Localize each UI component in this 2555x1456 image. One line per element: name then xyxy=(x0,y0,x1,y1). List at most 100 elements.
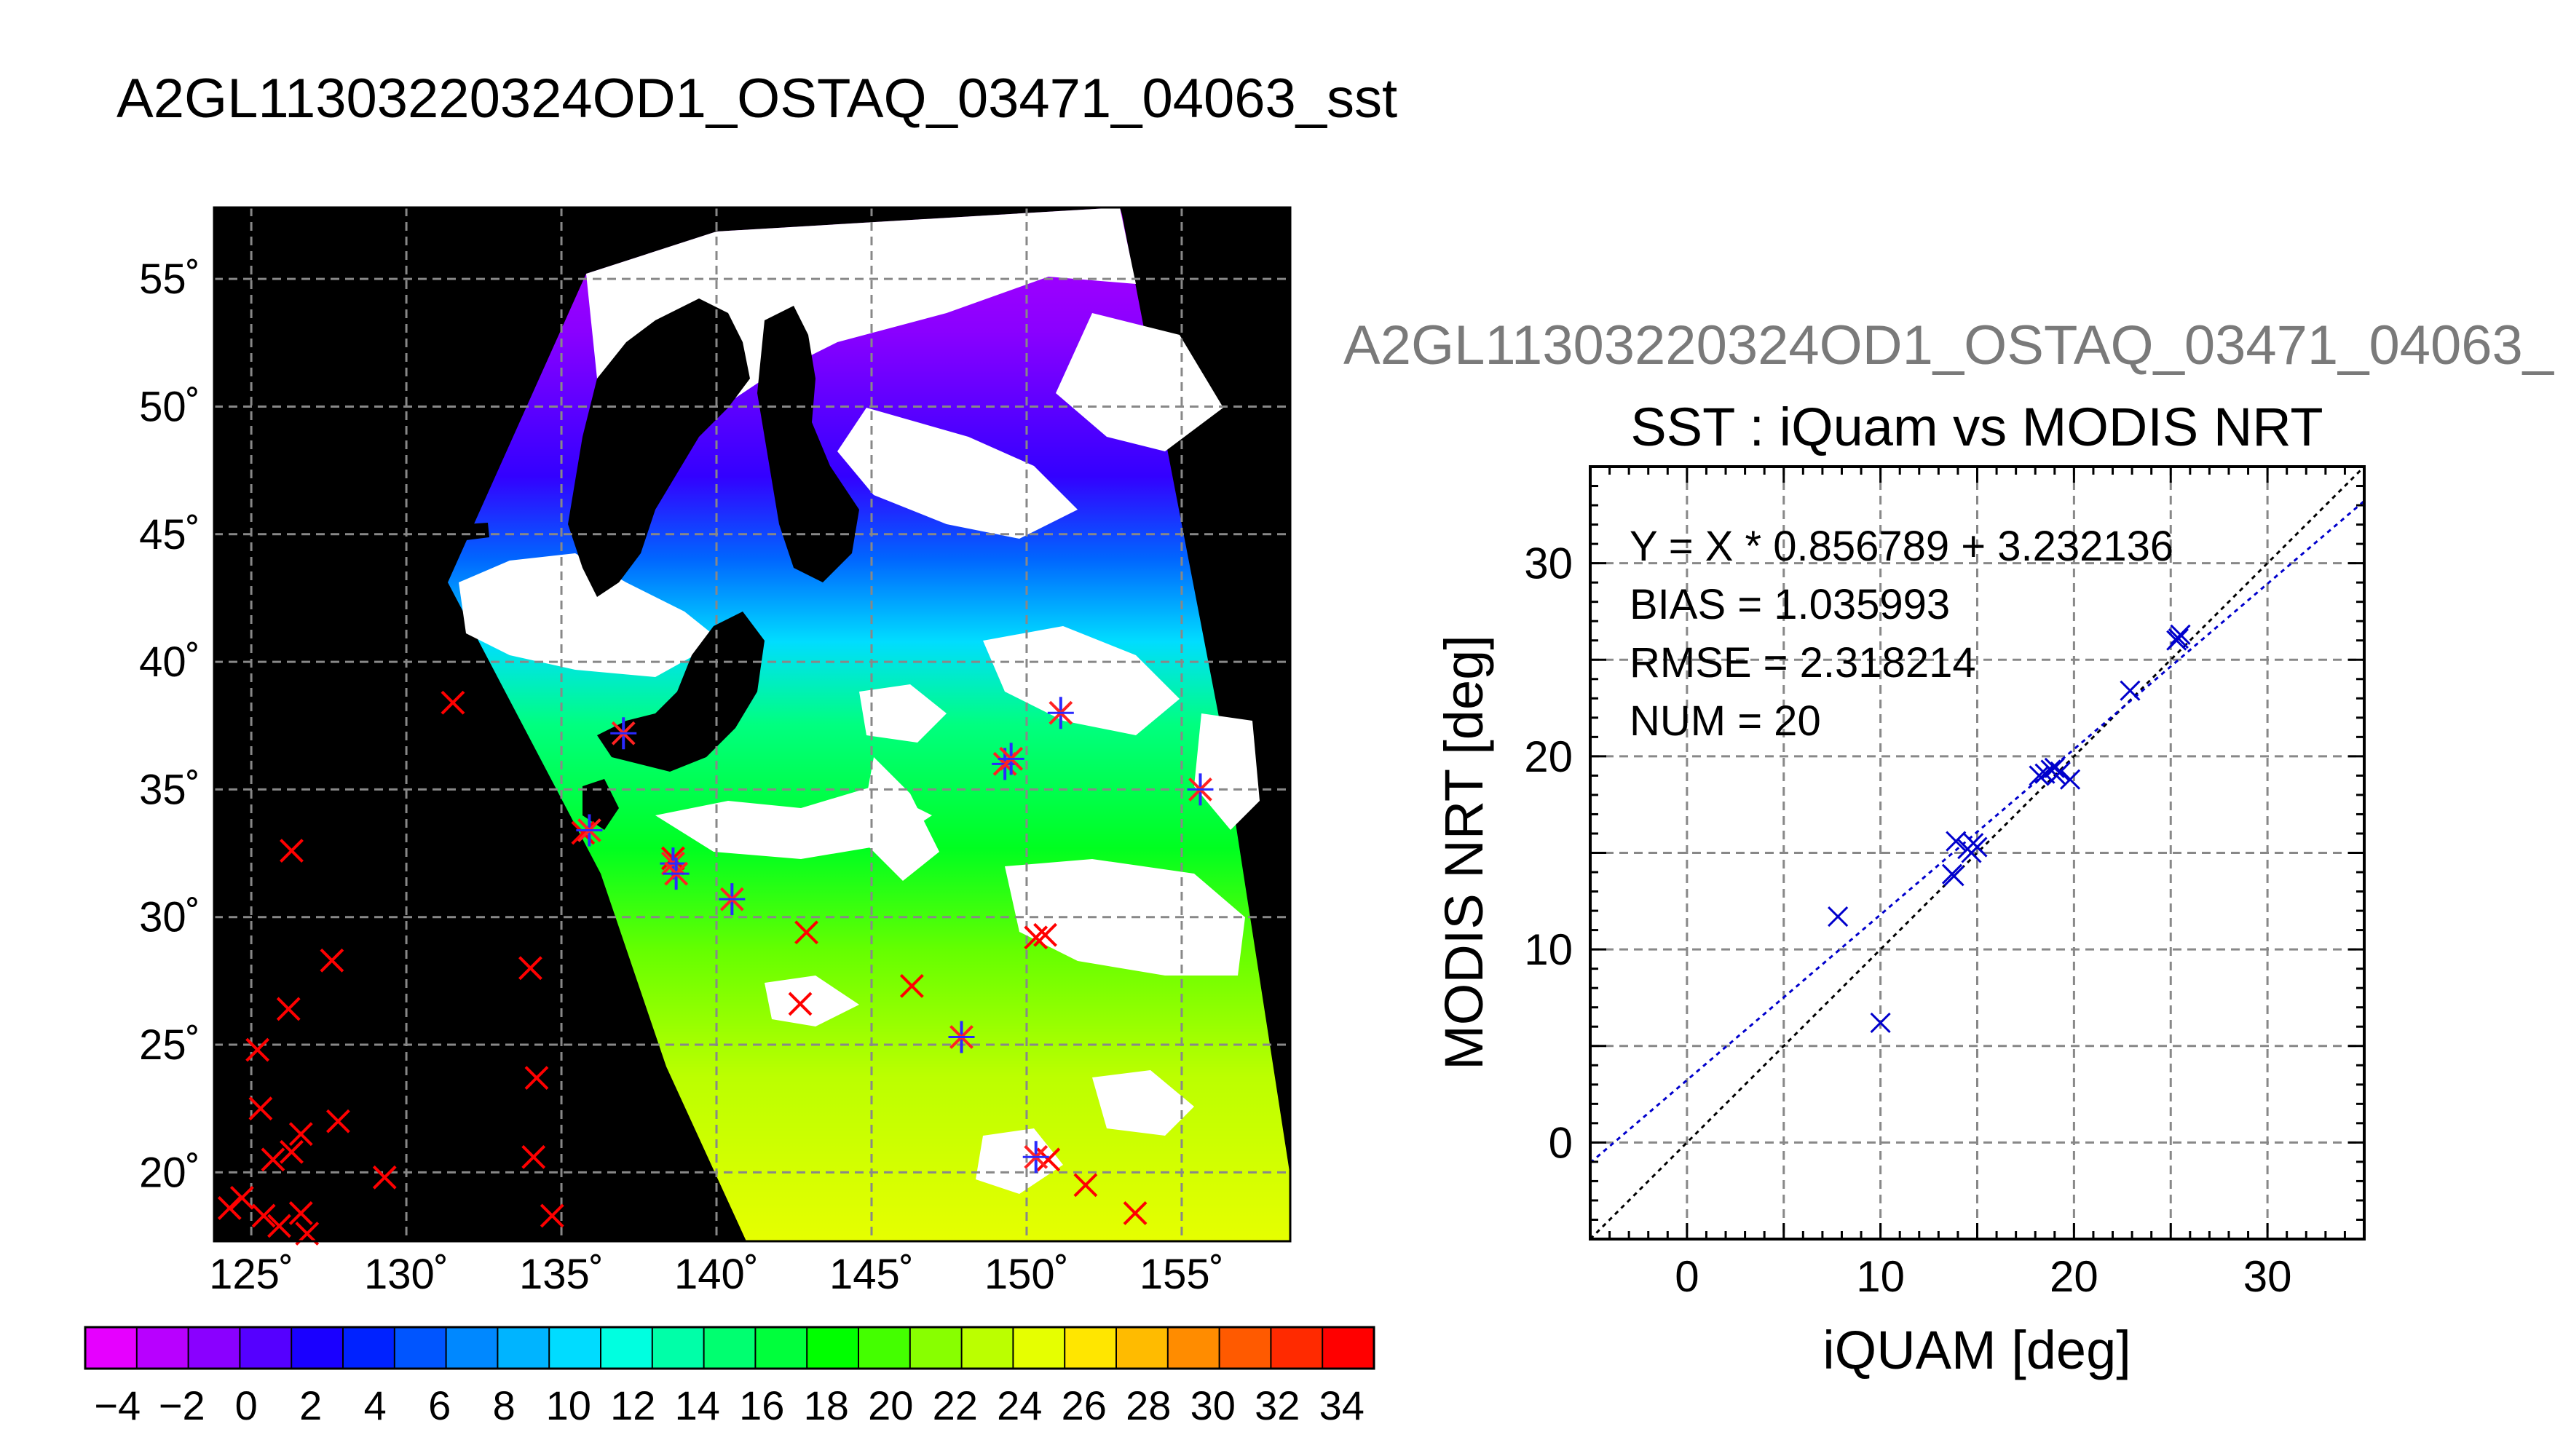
scatter-point xyxy=(1828,906,1849,927)
buoy-marker xyxy=(245,1037,270,1062)
scatter-point xyxy=(1946,831,1967,852)
colorbar-tick-label: 26 xyxy=(1062,1382,1107,1428)
scatter-point xyxy=(2120,680,2141,701)
annotation-bias: BIAS = 1.035993 xyxy=(1630,581,1950,628)
colorbar-tick-label: 6 xyxy=(428,1382,451,1428)
x-tick-label: 10 xyxy=(1856,1252,1905,1301)
buoy-marker xyxy=(320,948,344,973)
colorbar-tick-label: 2 xyxy=(299,1382,322,1428)
colorbar-tick-label: −2 xyxy=(159,1382,205,1428)
colorbar-segment xyxy=(343,1327,395,1369)
buoy-marker xyxy=(441,690,465,715)
scatter-grid xyxy=(1590,467,2364,1239)
lat-tick-label: 40˚ xyxy=(139,638,200,686)
regression-line xyxy=(1590,500,2364,1164)
lon-tick-label: 150˚ xyxy=(984,1251,1069,1298)
colorbar-tick-label: 12 xyxy=(610,1382,655,1428)
scatter-title: SST : iQuam vs MODIS NRT xyxy=(1630,397,2323,457)
lat-tick-label: 45˚ xyxy=(139,511,200,558)
buoy-marker xyxy=(248,1096,273,1121)
matchup-marker xyxy=(576,814,603,847)
scatter-ticks xyxy=(1589,465,2366,1241)
colorbar-segment xyxy=(1167,1327,1220,1369)
lon-tick-label: 130˚ xyxy=(364,1251,449,1298)
colorbar-segment xyxy=(755,1327,807,1369)
matchup-marker xyxy=(998,743,1024,775)
colorbar-segment xyxy=(446,1327,498,1369)
buoy-marker xyxy=(217,1196,242,1220)
colorbar-segment xyxy=(858,1327,911,1369)
lon-tick-label: 155˚ xyxy=(1140,1251,1224,1298)
scatter-point xyxy=(2059,769,2081,790)
x-axis-label: iQUAM [deg] xyxy=(1823,1320,2131,1380)
buoy-marker xyxy=(1024,925,1049,950)
longitude-tick-labels: 125˚ 130˚ 135˚ 140˚ 145˚ 150˚ 155˚ xyxy=(209,1251,1224,1298)
buoy-marker xyxy=(524,1066,549,1091)
lat-tick-label: 50˚ xyxy=(139,383,200,430)
y-axis-label: MODIS NRT [deg] xyxy=(1434,635,1494,1070)
x-tick-label: 0 xyxy=(1675,1252,1699,1301)
buoy-marker xyxy=(280,839,304,863)
colorbar-tick-labels: −4 −2 0 2 4 6 8 10 12 14 16 18 20 22 24 26 28 30 32 34 xyxy=(94,1382,1365,1428)
colorbar-segment xyxy=(961,1327,1014,1369)
y-tick-label: 30 xyxy=(1524,539,1573,588)
lat-tick-label: 30˚ xyxy=(139,894,200,941)
buoy-marker xyxy=(521,1144,546,1169)
colorbar-segment xyxy=(497,1327,550,1369)
colorbar-segment xyxy=(807,1327,859,1369)
lon-tick-label: 140˚ xyxy=(674,1251,759,1298)
colorbar-tick-label: 8 xyxy=(493,1382,516,1428)
lon-tick-label: 135˚ xyxy=(519,1251,604,1298)
colorbar-segment xyxy=(1219,1327,1271,1369)
colorbar-segment xyxy=(291,1327,344,1369)
matchup-marker xyxy=(663,858,690,890)
y-tick-label: 10 xyxy=(1524,925,1573,974)
matchup-marker xyxy=(1047,697,1074,729)
colorbar-tick-label: −4 xyxy=(94,1382,141,1428)
matchup-marker xyxy=(610,717,637,750)
colorbar-tick-label: 16 xyxy=(739,1382,784,1428)
main-title: A2GL11303220324OD1_OSTAQ_03471_04063_sst xyxy=(117,68,1398,130)
colorbar-tick-label: 30 xyxy=(1190,1382,1236,1428)
matchup-marker xyxy=(1022,1141,1049,1174)
colorbar-tick-label: 10 xyxy=(546,1382,591,1428)
y-tick-label: 20 xyxy=(1524,732,1573,781)
buoy-marker xyxy=(261,1147,285,1172)
latitude-tick-labels: 20˚ 25˚ 30˚ 35˚ 40˚ 45˚ 50˚ 55˚ xyxy=(139,256,200,1196)
colorbar-segment xyxy=(1013,1327,1065,1369)
scatter-point xyxy=(2044,757,2065,778)
colorbar-tick-label: 28 xyxy=(1126,1382,1171,1428)
colorbar-tick-label: 14 xyxy=(675,1382,720,1428)
buoy-marker xyxy=(1033,922,1057,947)
colorbar-segment xyxy=(85,1327,138,1369)
colorbar-segment xyxy=(136,1327,189,1369)
buoy-marker xyxy=(288,1201,313,1225)
buoy-marker xyxy=(229,1185,254,1210)
y-tick-label: 0 xyxy=(1549,1118,1573,1167)
scatter-point xyxy=(2046,765,2067,786)
colorbar-segment xyxy=(652,1327,705,1369)
buoy-marker xyxy=(899,973,924,998)
colorbar-segment xyxy=(1065,1327,1117,1369)
annotation-fit-equation: Y = X * 0.856789 + 3.232136 xyxy=(1630,523,2173,570)
buoy-marker xyxy=(540,1203,564,1228)
colorbar-tick-label: 34 xyxy=(1319,1382,1365,1428)
buoy-marker xyxy=(788,992,813,1016)
map-grid xyxy=(214,207,1290,1241)
buoy-marker xyxy=(794,920,818,945)
scatter-point xyxy=(2029,765,2050,786)
lat-tick-label: 20˚ xyxy=(139,1149,200,1196)
map-markers xyxy=(217,690,1214,1246)
lon-tick-label: 125˚ xyxy=(209,1251,293,1298)
scatter-point xyxy=(1870,1012,1891,1033)
matchup-marker xyxy=(948,1021,975,1053)
colorbar-tick-label: 20 xyxy=(868,1382,913,1428)
matchup-marker xyxy=(1187,773,1214,806)
scatter-point xyxy=(2166,630,2187,651)
scatter-points xyxy=(1828,624,2191,1033)
colorbar-tick-label: 22 xyxy=(933,1382,978,1428)
buoy-marker xyxy=(276,997,301,1021)
buoy-marker xyxy=(325,1109,350,1133)
